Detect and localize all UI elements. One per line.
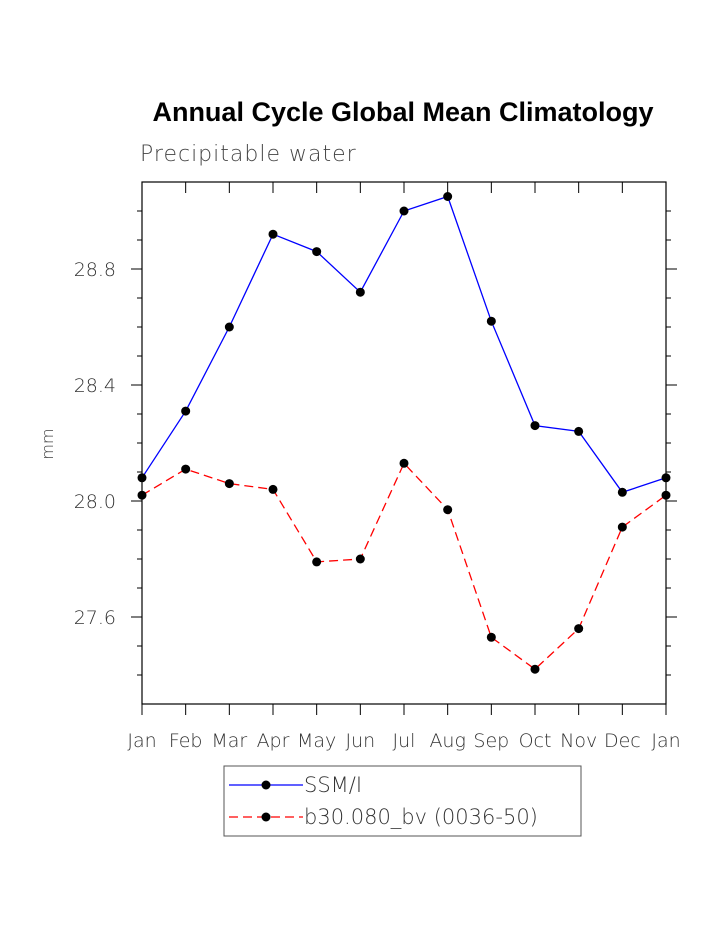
y-tick-label: 28.8 bbox=[74, 259, 116, 281]
legend-label-ssmi: SSM/I bbox=[304, 773, 362, 797]
y-axis-label: mm bbox=[38, 428, 57, 459]
x-tick-labels: Jan Feb Mar Apr May Jun Jul Aug Sep Oct Nov Dec Jan bbox=[127, 730, 680, 752]
series-line-0 bbox=[141, 195, 667, 494]
x-tick-label: Aug bbox=[429, 730, 465, 752]
series-1-point bbox=[574, 624, 584, 634]
series-0-point bbox=[486, 316, 496, 326]
series-0-point bbox=[268, 229, 278, 239]
x-tick-label: Mar bbox=[211, 730, 247, 752]
series-line-1 bbox=[141, 462, 667, 671]
legend-marker-model bbox=[261, 812, 271, 822]
series-1-point bbox=[530, 664, 540, 674]
series-0-point bbox=[355, 287, 365, 297]
series-group bbox=[137, 192, 671, 674]
x-tick-label: Dec bbox=[604, 730, 641, 752]
series-1-point bbox=[617, 522, 627, 532]
series-0-point bbox=[181, 406, 191, 416]
series-1-point bbox=[268, 484, 278, 494]
series-0-point bbox=[574, 426, 584, 436]
series-0-point bbox=[399, 206, 409, 216]
series-0-point bbox=[224, 322, 234, 332]
series-1-point bbox=[312, 557, 322, 567]
y-tick-labels: 27.6 28.0 28.4 28.8 bbox=[74, 259, 116, 629]
x-tick-label: Sep bbox=[473, 730, 509, 752]
series-1-point bbox=[224, 479, 234, 489]
series-1-point bbox=[443, 505, 453, 515]
series-0-point bbox=[617, 487, 627, 497]
axis-ticks bbox=[131, 182, 677, 715]
series-1-point bbox=[355, 554, 365, 564]
x-tick-label: Jan bbox=[651, 730, 680, 752]
x-tick-label: Nov bbox=[560, 730, 597, 752]
x-tick-label: May bbox=[297, 730, 336, 752]
series-1-point bbox=[399, 458, 409, 468]
chart-subtitle: Precipitable water bbox=[140, 142, 357, 167]
x-tick-label: Jun bbox=[345, 730, 375, 752]
series-0-point bbox=[530, 421, 540, 431]
y-tick-label: 28.4 bbox=[74, 375, 116, 397]
x-tick-label: Jan bbox=[127, 730, 156, 752]
x-tick-label: Oct bbox=[519, 730, 552, 752]
legend-label-model: b30.080_bv (0036-50) bbox=[304, 805, 538, 829]
plot-frame bbox=[141, 181, 667, 705]
y-tick-label: 27.6 bbox=[74, 607, 116, 629]
legend-box bbox=[223, 765, 582, 837]
y-tick-label: 28.0 bbox=[74, 491, 116, 513]
legend-marker-ssmi bbox=[261, 780, 271, 790]
legend: SSM/I b30.080_bv (0036-50) bbox=[223, 765, 582, 837]
x-tick-label: Feb bbox=[169, 730, 203, 752]
x-tick-label: Jul bbox=[393, 730, 416, 752]
series-0-point bbox=[312, 247, 322, 257]
series-1-point bbox=[181, 464, 191, 474]
chart-title: Annual Cycle Global Mean Climatology bbox=[152, 97, 653, 127]
series-1-point bbox=[486, 632, 496, 642]
x-tick-label: Apr bbox=[257, 730, 290, 752]
series-0-point bbox=[443, 192, 453, 201]
